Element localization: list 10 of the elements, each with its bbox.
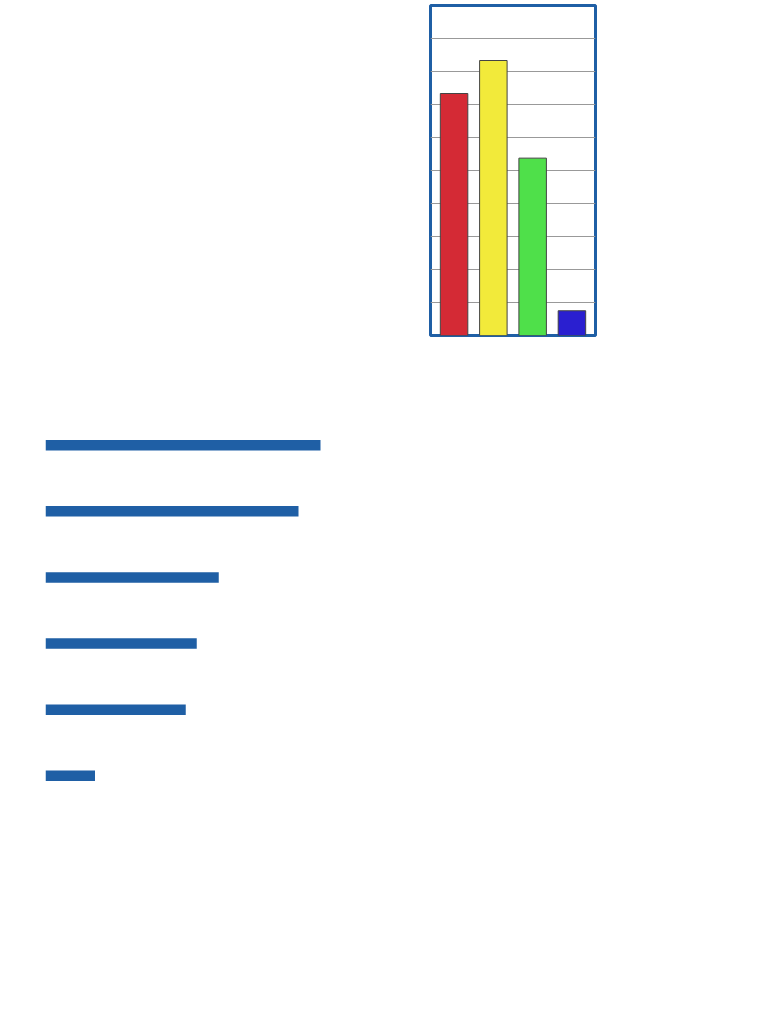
bar [439,93,469,336]
bar [45,506,299,517]
bar [45,770,95,782]
bar [45,572,219,583]
bar [557,310,587,336]
bar [518,157,547,336]
bar [45,704,186,715]
bar [479,60,508,336]
bar [45,638,197,649]
bar [45,439,321,451]
